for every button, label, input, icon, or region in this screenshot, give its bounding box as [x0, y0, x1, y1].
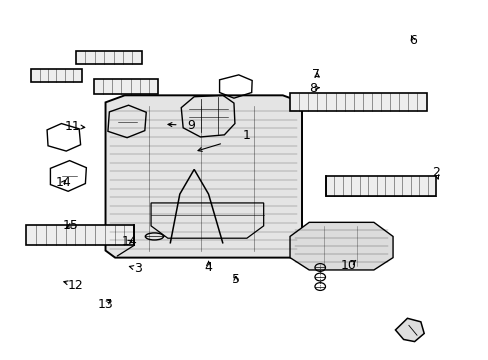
Text: 7: 7: [312, 68, 320, 81]
Text: 11: 11: [65, 120, 81, 133]
Polygon shape: [76, 51, 142, 64]
Polygon shape: [31, 69, 81, 82]
Text: 13: 13: [98, 298, 113, 311]
Text: 12: 12: [68, 279, 83, 292]
Text: 2: 2: [431, 166, 439, 179]
Polygon shape: [93, 80, 158, 94]
Polygon shape: [289, 93, 426, 111]
Text: 6: 6: [408, 34, 416, 47]
Polygon shape: [105, 95, 302, 258]
Text: 14: 14: [55, 176, 71, 189]
Text: 4: 4: [204, 261, 212, 274]
Polygon shape: [395, 318, 424, 342]
Polygon shape: [26, 225, 134, 245]
Text: 10: 10: [340, 259, 356, 272]
Text: 15: 15: [63, 219, 79, 231]
Text: 8: 8: [308, 82, 316, 95]
Text: 14: 14: [122, 235, 137, 248]
Text: 9: 9: [186, 119, 194, 132]
Text: 3: 3: [134, 262, 142, 275]
Polygon shape: [325, 176, 435, 196]
Text: 1: 1: [243, 129, 250, 143]
Text: 5: 5: [231, 273, 240, 286]
Polygon shape: [289, 222, 392, 270]
